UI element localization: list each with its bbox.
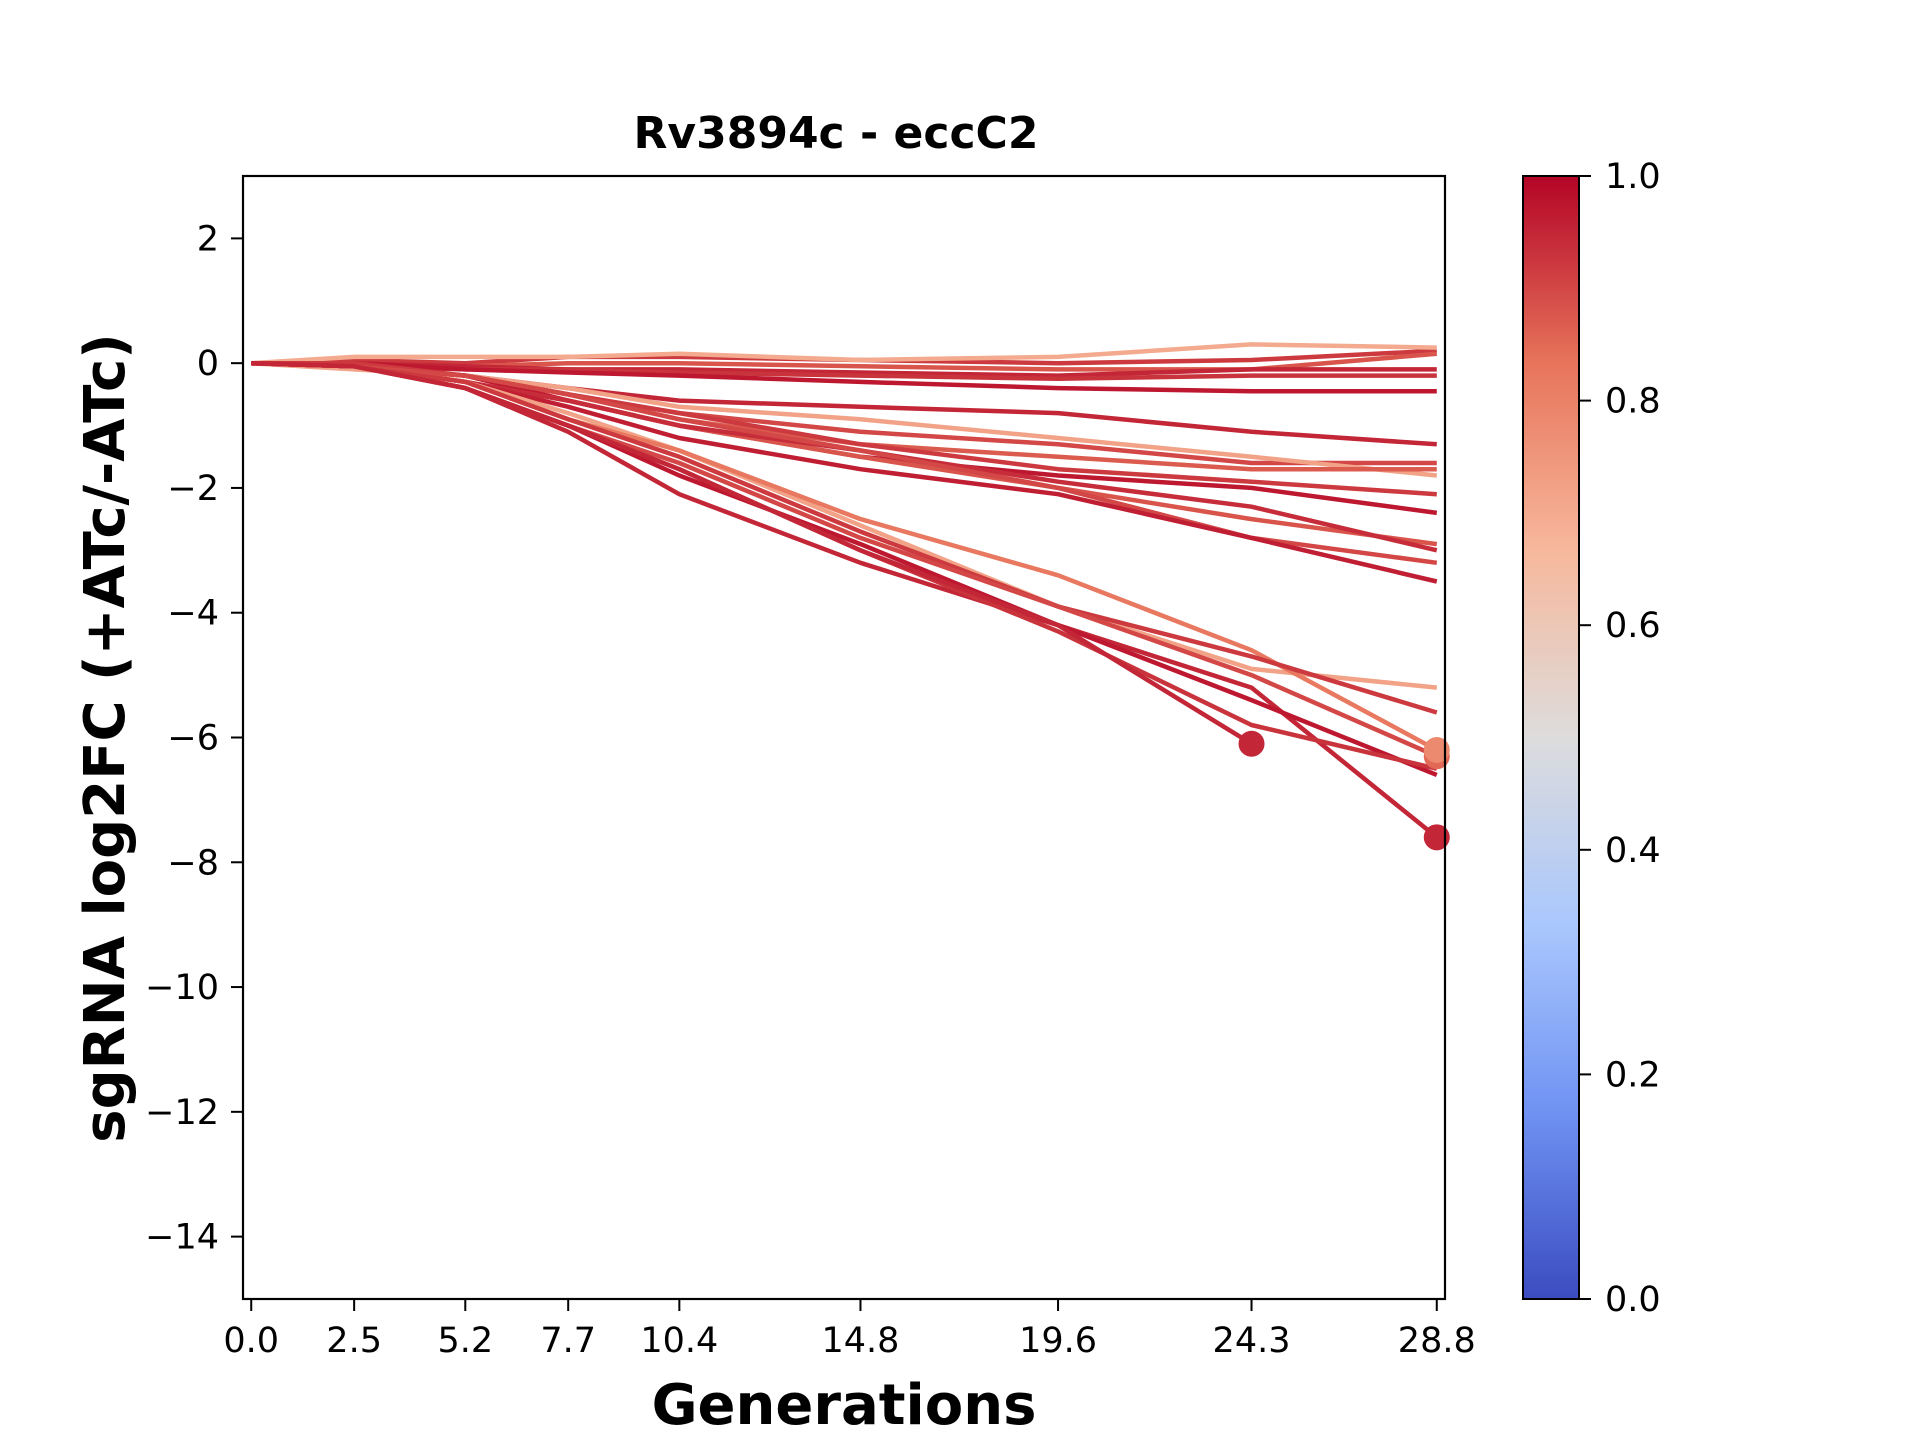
colorbar-tick-label: 0.2 <box>1605 1055 1661 1095</box>
data-marker-1 <box>1238 730 1265 757</box>
x-tick-label: 5.2 <box>437 1321 493 1361</box>
y-tick-label: 0 <box>197 344 219 384</box>
series-line-2 <box>251 342 1437 366</box>
chart-title: Rv3894c - eccC2 <box>634 108 1039 159</box>
colorbar-tick-label: 0.8 <box>1605 382 1661 422</box>
data-marker-4 <box>1423 736 1450 763</box>
x-tick-label: 2.5 <box>326 1321 382 1361</box>
x-tick-label: 24.3 <box>1213 1321 1291 1361</box>
x-tick-label: 28.8 <box>1398 1321 1476 1361</box>
series-line-21 <box>251 360 1438 777</box>
series-line-12 <box>251 360 1438 516</box>
colorbar-tick-label: 0.6 <box>1605 606 1661 646</box>
y-tick-label: 2 <box>197 219 219 259</box>
series-line-23 <box>251 360 1438 771</box>
series-line-16 <box>251 360 1438 584</box>
y-axis-label: sgRNA log2FC (+ATc/-ATc) <box>73 333 138 1143</box>
series-line-22 <box>251 360 1438 759</box>
y-tick-label: −14 <box>145 1218 219 1258</box>
x-tick-label: 7.7 <box>540 1321 596 1361</box>
y-tick-label: −12 <box>145 1093 219 1133</box>
x-tick-label: 10.4 <box>640 1321 718 1361</box>
x-tick-label: 0.0 <box>223 1321 279 1361</box>
y-tick-label: −4 <box>167 594 219 634</box>
plot-markers <box>1238 730 1450 851</box>
x-tick-label: 14.8 <box>821 1321 899 1361</box>
x-axis-label: Generations <box>652 1373 1037 1438</box>
data-marker-2 <box>1423 824 1450 851</box>
x-axis: 0.0 2.5 5.2 7.7 10.4 14.8 19.6 24.3 28.8 <box>223 1299 1476 1361</box>
colorbar-tick-label: 0.0 <box>1605 1280 1661 1320</box>
y-tick-label: −2 <box>167 469 219 509</box>
colorbar-tick-label: 1.0 <box>1605 157 1661 197</box>
y-axis: 2 0 −2 −4 −6 −8 −10 −12 −14 <box>145 219 243 1258</box>
plot-lines <box>251 342 1439 840</box>
y-tick-label: −10 <box>145 968 219 1008</box>
series-line-24 <box>251 360 1253 746</box>
colorbar-tick-label: 0.4 <box>1605 831 1661 871</box>
colorbar-ticks: 0.0 0.2 0.4 0.6 0.8 1.0 <box>1579 157 1661 1320</box>
x-tick-label: 19.6 <box>1019 1321 1097 1361</box>
series-line-1 <box>251 348 1437 366</box>
y-tick-label: −6 <box>167 719 219 759</box>
y-tick-label: −8 <box>167 843 219 883</box>
colorbar <box>1522 175 1580 1300</box>
